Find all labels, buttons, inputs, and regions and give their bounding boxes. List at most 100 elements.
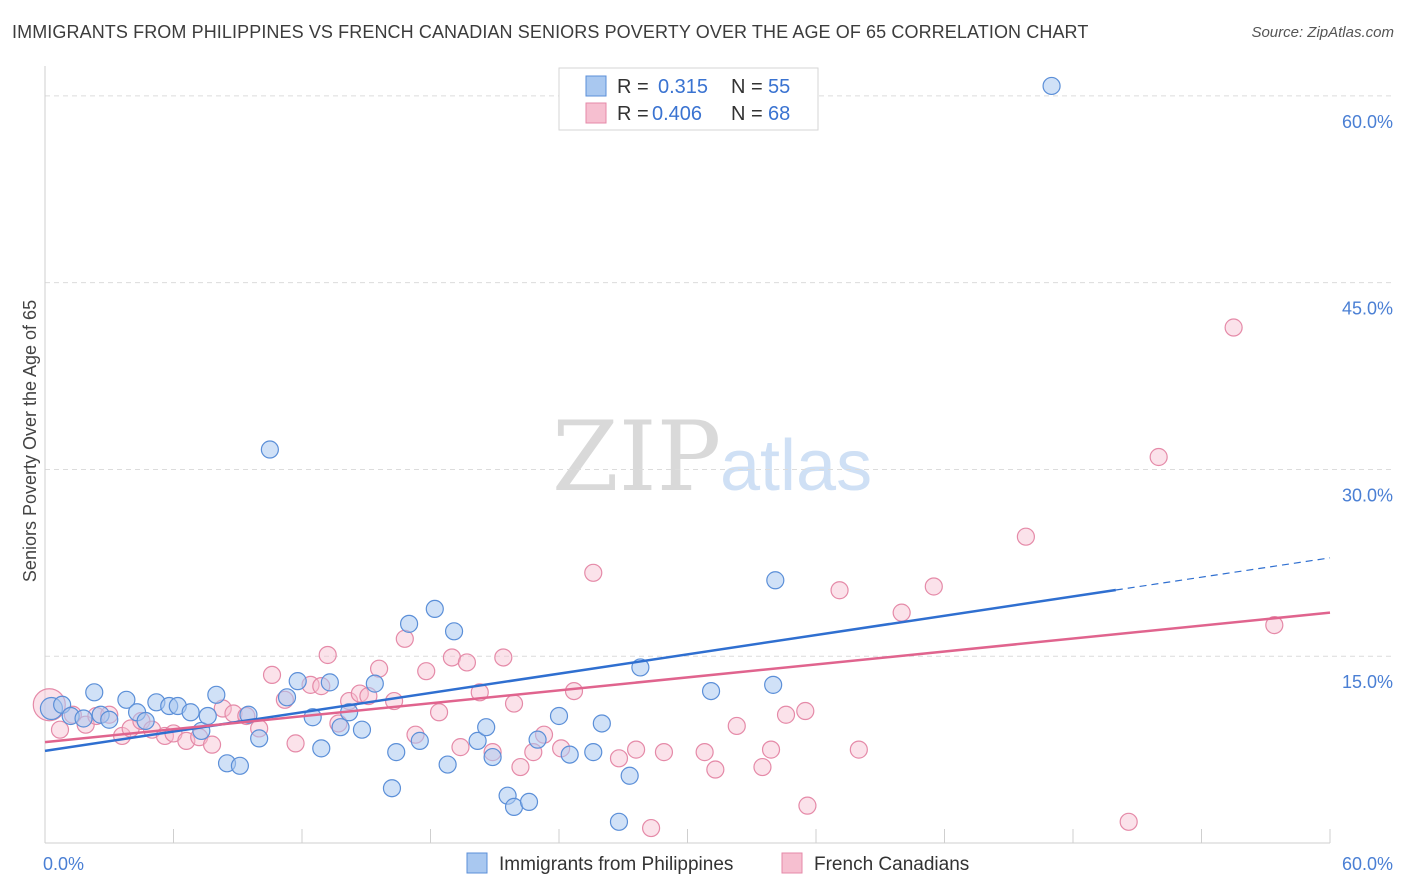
legend-swatch-blue (585, 75, 607, 97)
point-philippines-48 (592, 714, 611, 733)
point-philippines-50 (620, 766, 639, 785)
point-french-canadians-21 (286, 734, 305, 753)
point-french-canadians-62 (892, 603, 911, 622)
point-french-canadians-34 (429, 703, 449, 722)
point-philippines-20 (250, 729, 269, 748)
point-philippines-18 (230, 756, 249, 775)
philippines-points (39, 76, 1061, 831)
point-french-canadians-56 (761, 740, 781, 759)
point-philippines-37 (444, 622, 464, 641)
point-philippines-7 (117, 690, 136, 709)
point-french-canadians-55 (753, 757, 772, 777)
point-french-canadians-37 (457, 653, 477, 672)
point-philippines-15 (198, 706, 217, 726)
legend-n-label-1: N = (731, 76, 763, 98)
point-french-canadians-19 (262, 665, 282, 685)
watermark-atlas: atlas (720, 426, 872, 506)
point-french-canadians-68 (1265, 615, 1284, 635)
series-legend-label-blue: Immigrants from Philippines (499, 854, 733, 875)
stats-legend: R = 0.315 N = 55 R = 0.406 N = 68 (558, 67, 819, 131)
point-philippines-34 (410, 731, 429, 750)
grid-lines (45, 95, 1395, 657)
point-french-canadians-60 (830, 581, 849, 600)
point-french-canadians-50 (641, 818, 661, 838)
legend-swatch-pink (585, 102, 607, 124)
point-french-canadians-24 (318, 645, 337, 665)
point-philippines-23 (288, 672, 307, 691)
legend-r-label-1: R = (617, 76, 649, 98)
point-french-canadians-33 (417, 662, 436, 681)
point-french-canadians-57 (776, 705, 796, 724)
legend-n-label-2: N = (731, 103, 763, 125)
point-french-canadians-36 (451, 738, 470, 757)
point-philippines-16 (207, 685, 226, 704)
point-philippines-38 (468, 731, 487, 750)
point-philippines-21 (260, 440, 279, 459)
point-philippines-53 (764, 675, 783, 694)
point-philippines-9 (136, 711, 155, 731)
point-philippines-45 (549, 706, 569, 726)
point-french-canadians-38 (470, 683, 489, 702)
y-tick-label-0: 15.0% (1342, 672, 1393, 692)
point-french-canadians-65 (1119, 812, 1138, 831)
legend-n-value-1: 55 (768, 76, 790, 98)
point-philippines-39 (477, 718, 496, 737)
x-tick-label-1: 60.0% (1342, 854, 1393, 874)
point-philippines-36 (438, 755, 457, 774)
point-philippines-43 (519, 792, 539, 812)
point-french-canadians-59 (798, 796, 817, 815)
trendline-philippines-extension (1115, 557, 1331, 591)
legend-r-value-1: 0.315 (658, 76, 708, 98)
point-french-canadians-1 (50, 720, 70, 739)
point-french-canadians-14 (202, 735, 222, 754)
series-legend-swatch-blue (466, 852, 488, 874)
point-french-canadians-31 (395, 629, 414, 648)
point-french-canadians-66 (1149, 447, 1168, 467)
point-philippines-52 (701, 681, 721, 701)
point-philippines-3 (74, 709, 93, 728)
point-philippines-30 (365, 674, 384, 693)
series-legend-swatch-pink (781, 852, 803, 874)
point-french-canadians-52 (695, 743, 714, 762)
point-philippines-22 (277, 688, 297, 707)
point-philippines-26 (320, 673, 339, 692)
point-philippines-54 (766, 571, 785, 590)
point-philippines-47 (584, 743, 603, 762)
point-philippines-33 (399, 614, 419, 633)
point-french-canadians-40 (494, 648, 513, 667)
watermark: ZIP atlas (552, 401, 872, 513)
point-french-canadians-64 (1016, 527, 1035, 546)
point-french-canadians-58 (796, 701, 815, 721)
point-philippines-6 (100, 710, 119, 729)
legend-r-label-2: R = (617, 103, 649, 125)
legend-n-value-2: 68 (768, 103, 790, 125)
french-canadians-points (32, 318, 1284, 838)
point-philippines-44 (528, 730, 547, 749)
point-philippines-35 (425, 599, 444, 619)
chart-source: Source: ZipAtlas.com (1251, 24, 1394, 41)
point-french-canadians-42 (511, 757, 530, 777)
point-philippines-31 (382, 779, 402, 798)
chart-title: IMMIGRANTS FROM PHILIPPINES VS FRENCH CA… (12, 22, 1089, 42)
point-philippines-55 (1042, 76, 1061, 96)
point-philippines-49 (609, 812, 629, 831)
point-french-canadians-47 (584, 563, 603, 582)
point-french-canadians-63 (924, 577, 943, 596)
y-tick-label-1: 30.0% (1342, 485, 1393, 505)
y-tick-label-2: 45.0% (1342, 299, 1393, 319)
point-french-canadians-67 (1224, 318, 1243, 337)
point-french-canadians-54 (727, 716, 746, 736)
point-french-canadians-51 (654, 743, 674, 762)
tick-labels: 15.0% 30.0% 45.0% 60.0% 0.0% 60.0% (43, 112, 1393, 874)
point-french-canadians-49 (626, 740, 646, 759)
point-philippines-32 (387, 743, 406, 762)
trendline-french-canadians (44, 611, 1331, 744)
trendlines (44, 557, 1331, 753)
point-philippines-4 (85, 683, 104, 702)
point-philippines-46 (560, 745, 579, 764)
point-french-canadians-46 (564, 681, 584, 701)
watermark-zip: ZIP (552, 401, 721, 513)
x-tick-label-0: 0.0% (43, 854, 84, 874)
legend-r-value-2: 0.406 (652, 103, 702, 125)
